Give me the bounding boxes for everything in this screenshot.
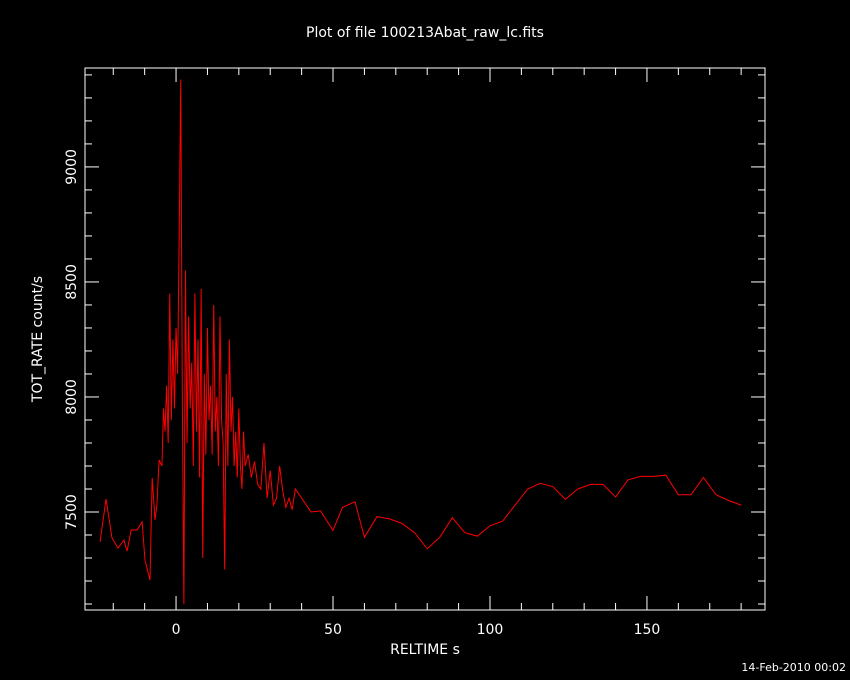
y-tick-label: 7500 xyxy=(64,494,80,530)
chart-title: Plot of file 100213Abat_raw_lc.fits xyxy=(306,25,544,41)
data-line xyxy=(99,79,742,605)
x-tick-label: 50 xyxy=(324,622,342,638)
plot-frame xyxy=(84,67,766,611)
y-tick-label: 9000 xyxy=(64,149,80,185)
x-tick-label: 0 xyxy=(172,622,181,638)
y-axis-label: TOT_RATE count/s xyxy=(30,276,46,403)
y-tick-label: 8000 xyxy=(64,379,80,415)
x-axis-label: RELTIME s xyxy=(390,642,460,658)
x-tick-label: 150 xyxy=(634,622,661,638)
timestamp: 14-Feb-2010 00:02 xyxy=(741,661,846,674)
y-tick-label: 8500 xyxy=(64,264,80,300)
x-tick-label: 100 xyxy=(477,622,504,638)
